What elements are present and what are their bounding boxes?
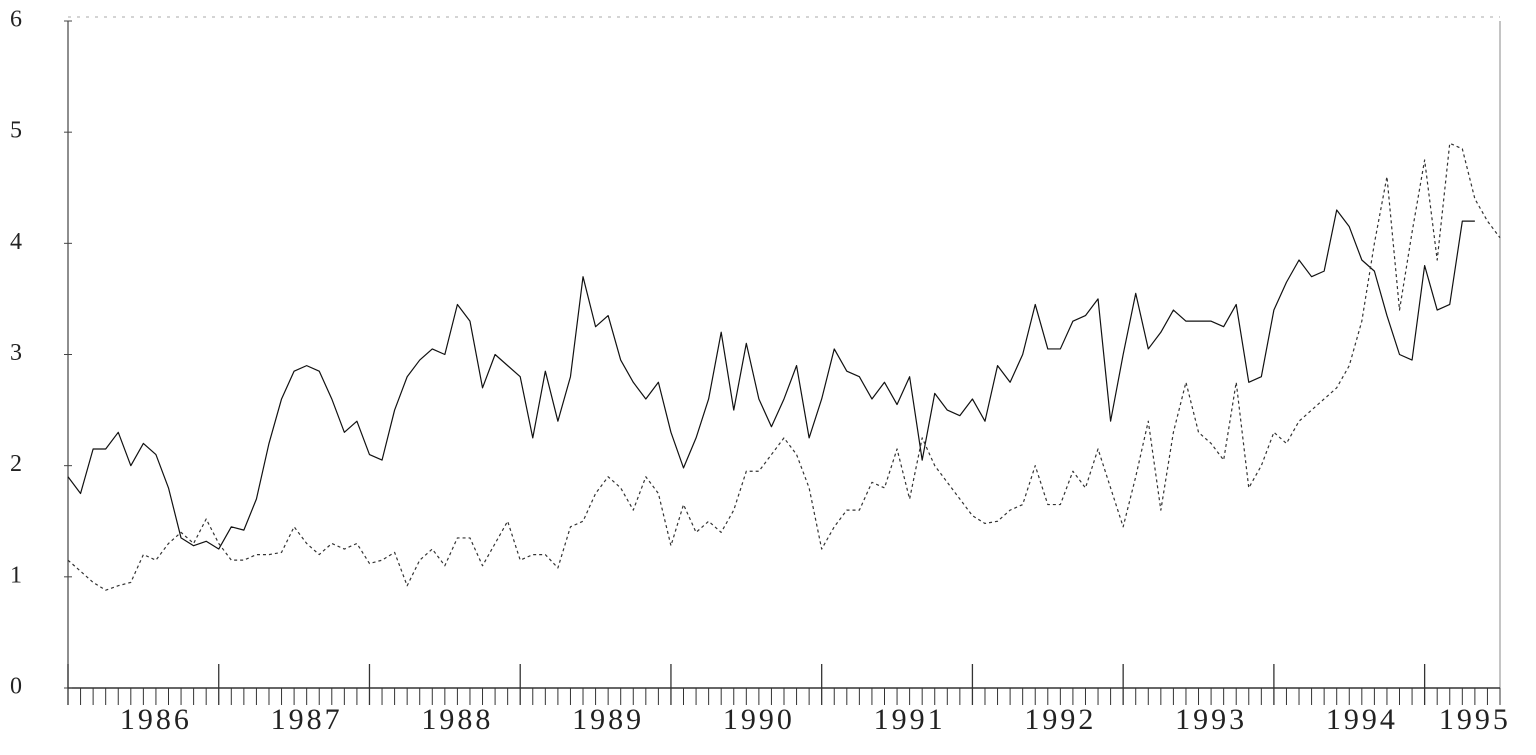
x-tick-label: 1992	[1024, 703, 1096, 736]
series-line	[67, 209, 1475, 550]
x-tick-label: 1991	[874, 703, 946, 736]
x-tick-label: 1993	[1175, 703, 1247, 736]
x-tick-label: 1987	[271, 703, 343, 736]
y-tick-label: 5	[10, 118, 22, 144]
series-line	[67, 142, 1501, 591]
x-tick-label: 1988	[421, 703, 493, 736]
y-tick-label: 4	[10, 229, 22, 255]
x-tick-label: 1989	[572, 703, 644, 736]
y-tick-label: 3	[10, 340, 22, 366]
x-tick-label: 1995	[1439, 703, 1511, 736]
y-tick-label: 2	[10, 451, 22, 477]
x-tick-label: 1986	[120, 703, 192, 736]
y-tick-label: 0	[10, 674, 22, 700]
x-tick-label: 1990	[723, 703, 795, 736]
x-tick-label: 1994	[1326, 703, 1398, 736]
y-tick-label: 1	[10, 562, 22, 588]
y-tick-label: 6	[10, 7, 22, 33]
